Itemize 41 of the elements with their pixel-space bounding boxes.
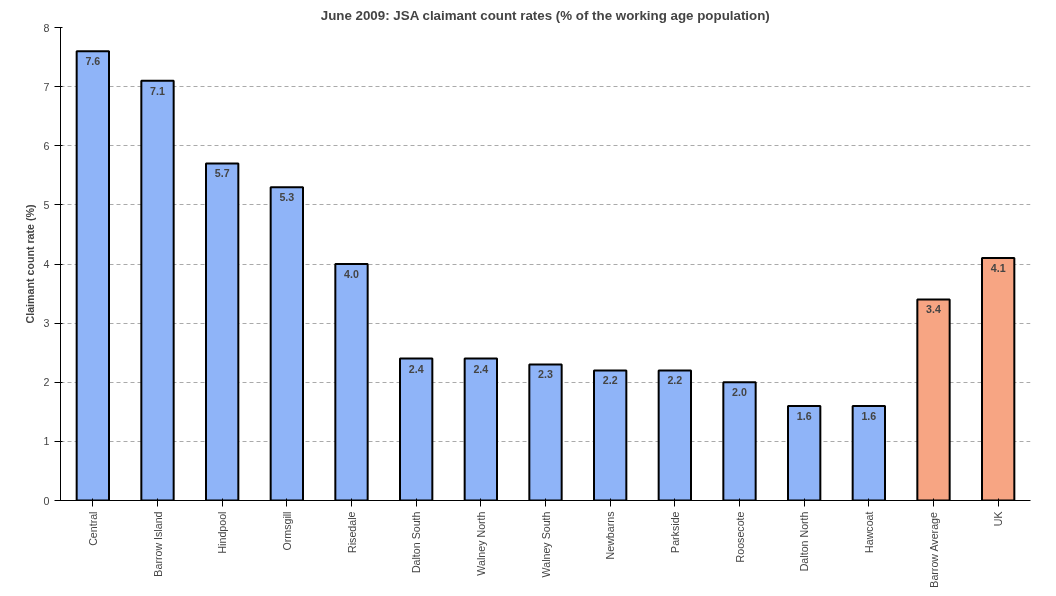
- x-tick-label: Roosecote: [733, 511, 746, 563]
- x-tick-label: Ormsgill: [280, 511, 293, 551]
- data-label: 2.4: [473, 362, 489, 375]
- data-label: 2.3: [538, 368, 553, 381]
- x-tick-label: Walney North: [474, 511, 487, 576]
- x-tick-label: Hindpool: [216, 511, 229, 554]
- y-axis-title: Claimant count rate (%): [23, 204, 36, 324]
- x-tick-label: Newbarns: [604, 511, 617, 560]
- data-label: 7.1: [150, 84, 165, 97]
- x-tick-label: Walney South: [539, 511, 552, 578]
- y-tick-label: 4: [43, 258, 50, 270]
- x-tick-label: Dalton North: [798, 511, 811, 572]
- x-tick-label: Hawcoat: [862, 511, 875, 553]
- data-label: 2.4: [408, 362, 424, 375]
- data-label: 1.6: [861, 409, 877, 422]
- data-label: 5.7: [214, 167, 230, 180]
- x-tick-label: Barrow Average: [927, 512, 940, 588]
- data-label: 5.3: [279, 191, 295, 204]
- data-label: 4.1: [990, 262, 1006, 274]
- x-tick-label: Risedale: [345, 511, 358, 553]
- chart-title: June 2009: JSA claimant count rates (% of the working age population): [320, 7, 770, 23]
- x-tick-label: Barrow Island: [151, 511, 164, 577]
- y-tick-label: 0: [43, 494, 50, 507]
- y-tick-label: 6: [43, 139, 50, 152]
- x-tick-label: Dalton South: [410, 511, 423, 574]
- data-label: 1.6: [796, 409, 812, 422]
- x-tick-label: UK: [992, 511, 1005, 527]
- y-tick-label: 2: [43, 376, 50, 389]
- y-tick-label: 1: [43, 435, 50, 448]
- y-tick-label: 3: [43, 317, 50, 330]
- data-label: 3.4: [926, 303, 941, 316]
- data-label: 2.0: [732, 386, 747, 399]
- x-tick-label: Parkside: [668, 511, 681, 553]
- data-label: 4.0: [344, 267, 359, 280]
- x-tick-label: Central: [86, 511, 99, 546]
- y-tick-label: 7: [43, 80, 50, 93]
- data-label: 2.2: [667, 374, 683, 387]
- data-label: 7.6: [85, 55, 101, 68]
- y-tick-label: 5: [43, 198, 50, 211]
- data-label: 2.2: [602, 374, 618, 387]
- y-tick-label: 8: [43, 21, 50, 34]
